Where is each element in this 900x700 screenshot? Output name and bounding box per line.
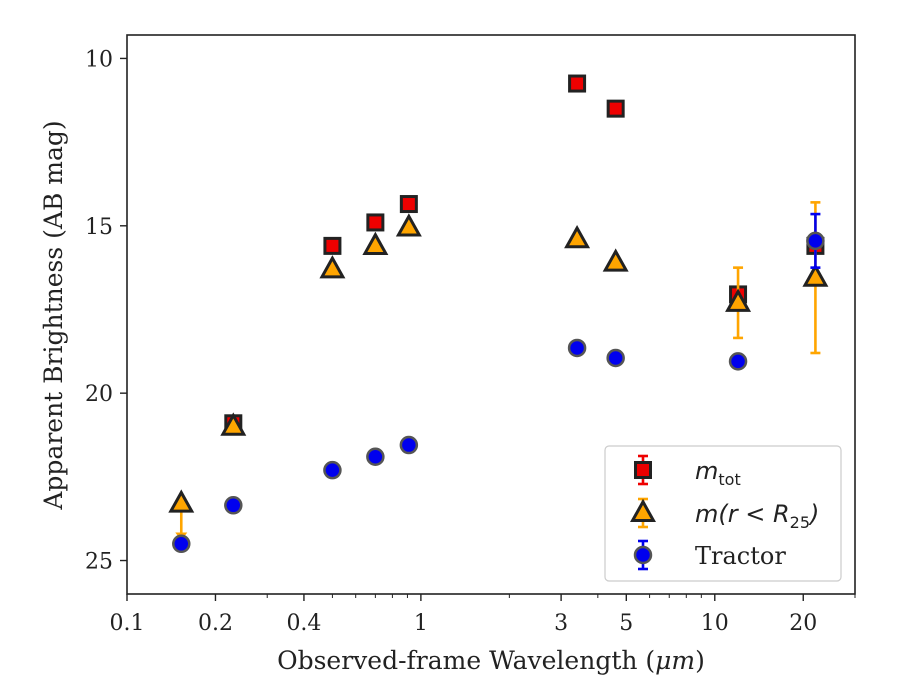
data-point — [366, 213, 385, 232]
data-point — [802, 263, 829, 287]
legend-item-mtot: mtot — [634, 454, 741, 489]
data-point — [395, 213, 422, 237]
data-point — [399, 195, 418, 214]
x-axis: 0.1 0.2 0.4 1 3 5 10 20 — [110, 594, 856, 636]
data-point — [168, 489, 195, 513]
data-point — [224, 496, 243, 515]
data-point — [319, 255, 346, 279]
data-point — [606, 99, 625, 118]
series-tractor — [172, 212, 825, 554]
legend-label: mtot — [695, 457, 741, 489]
data-point — [564, 224, 591, 249]
x-tick-label: 5 — [619, 611, 633, 636]
legend-label: m(r < R25) — [695, 500, 819, 532]
y-tick-label: 20 — [85, 382, 113, 407]
x-tick-label: 1 — [414, 611, 428, 636]
x-tick-label: 3 — [554, 611, 568, 636]
data-point — [323, 236, 342, 255]
series-mtot — [224, 74, 825, 433]
x-tick-label: 0.1 — [110, 611, 145, 636]
x-tick-label: 20 — [789, 611, 817, 636]
series-mr25 — [168, 201, 829, 541]
data-point — [602, 248, 629, 272]
legend-box — [604, 445, 842, 582]
data-point — [399, 435, 419, 455]
data-point — [220, 412, 247, 436]
legend-marker — [630, 498, 656, 523]
legend-marker — [633, 545, 653, 565]
legend-marker — [634, 461, 652, 479]
data-point — [362, 231, 389, 255]
x-tick-label: 0.4 — [286, 611, 321, 636]
data-point — [567, 338, 587, 358]
data-point — [172, 534, 191, 554]
data-point — [323, 460, 342, 480]
legend-item-mr25: m(r < R25) — [630, 497, 819, 532]
data-point — [366, 447, 385, 467]
y-tick-label: 15 — [85, 215, 113, 240]
legend-item-tractor: Tractor — [633, 539, 786, 571]
y-tick-label: 25 — [85, 550, 113, 575]
series-layer — [168, 74, 829, 554]
legend: mtot m(r < R25) Tractor — [604, 445, 842, 582]
y-axis: 10 15 20 25 — [85, 47, 127, 575]
x-tick-label: 10 — [701, 611, 729, 636]
plot-area — [126, 34, 856, 595]
x-tick-label: 0.2 — [198, 611, 233, 636]
data-point — [725, 288, 752, 312]
data-point — [806, 231, 825, 251]
y-axis-label: Apparent Brightness (AB mag) — [39, 120, 68, 510]
plot-frame — [126, 34, 856, 595]
x-axis-label: Observed-frame Wavelength (μm) — [277, 646, 705, 675]
data-point — [568, 74, 587, 93]
y-tick-label: 10 — [85, 47, 113, 72]
data-point — [728, 352, 748, 371]
data-point — [606, 348, 625, 368]
legend-label: Tractor — [695, 542, 786, 570]
